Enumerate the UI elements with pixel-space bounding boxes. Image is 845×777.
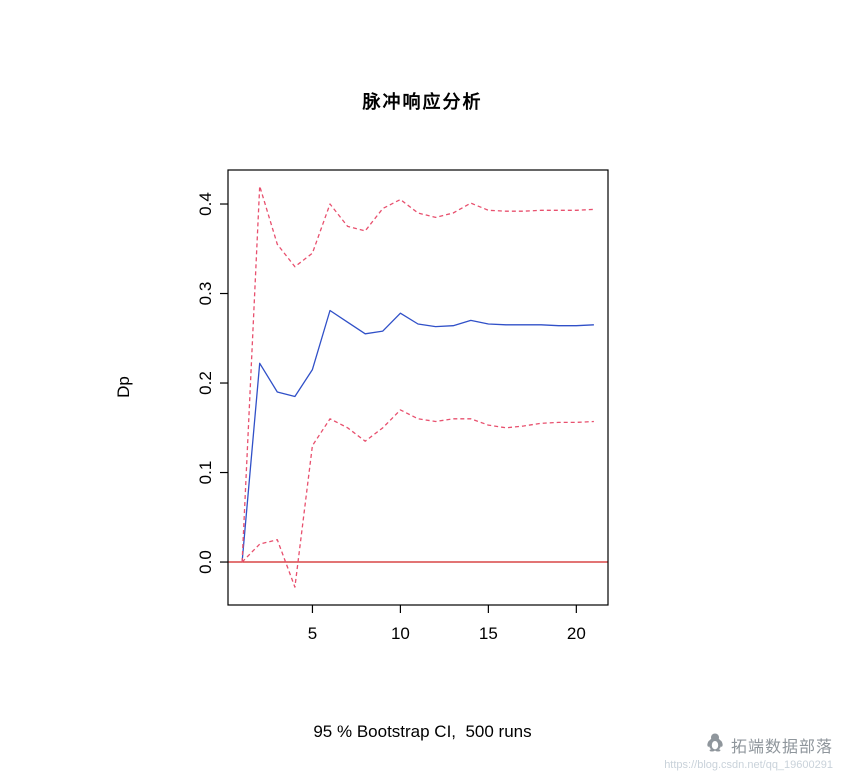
x-tick-label: 5 — [308, 624, 317, 643]
plot-box — [227, 169, 609, 606]
y-tick-label: 0.3 — [196, 282, 215, 306]
ci-lower-line — [241, 409, 594, 588]
watermark-name: 拓端数据部落 — [730, 738, 833, 756]
watermark: 拓端数据部落 https://blog.csdn.net/qq_19600291 — [664, 732, 833, 771]
x-tick-label: 10 — [391, 624, 410, 643]
y-tick-label: 0.0 — [196, 550, 215, 574]
chart-caption: 95 % Bootstrap CI, 500 runs — [313, 722, 532, 741]
x-tick-label: 15 — [479, 624, 498, 643]
y-tick-label: 0.4 — [196, 192, 215, 216]
penguin-logo-icon — [705, 732, 725, 757]
y-tick-label: 0.2 — [196, 371, 215, 395]
chart-title: 脉冲响应分析 — [362, 92, 483, 112]
x-tick-label: 20 — [567, 624, 586, 643]
ci-upper-line — [241, 185, 594, 563]
watermark-name-row: 拓端数据部落 — [664, 732, 833, 757]
watermark-url: https://blog.csdn.net/qq_19600291 — [664, 759, 833, 771]
impulse-response-line — [241, 309, 594, 563]
y-tick-label: 0.1 — [196, 461, 215, 485]
